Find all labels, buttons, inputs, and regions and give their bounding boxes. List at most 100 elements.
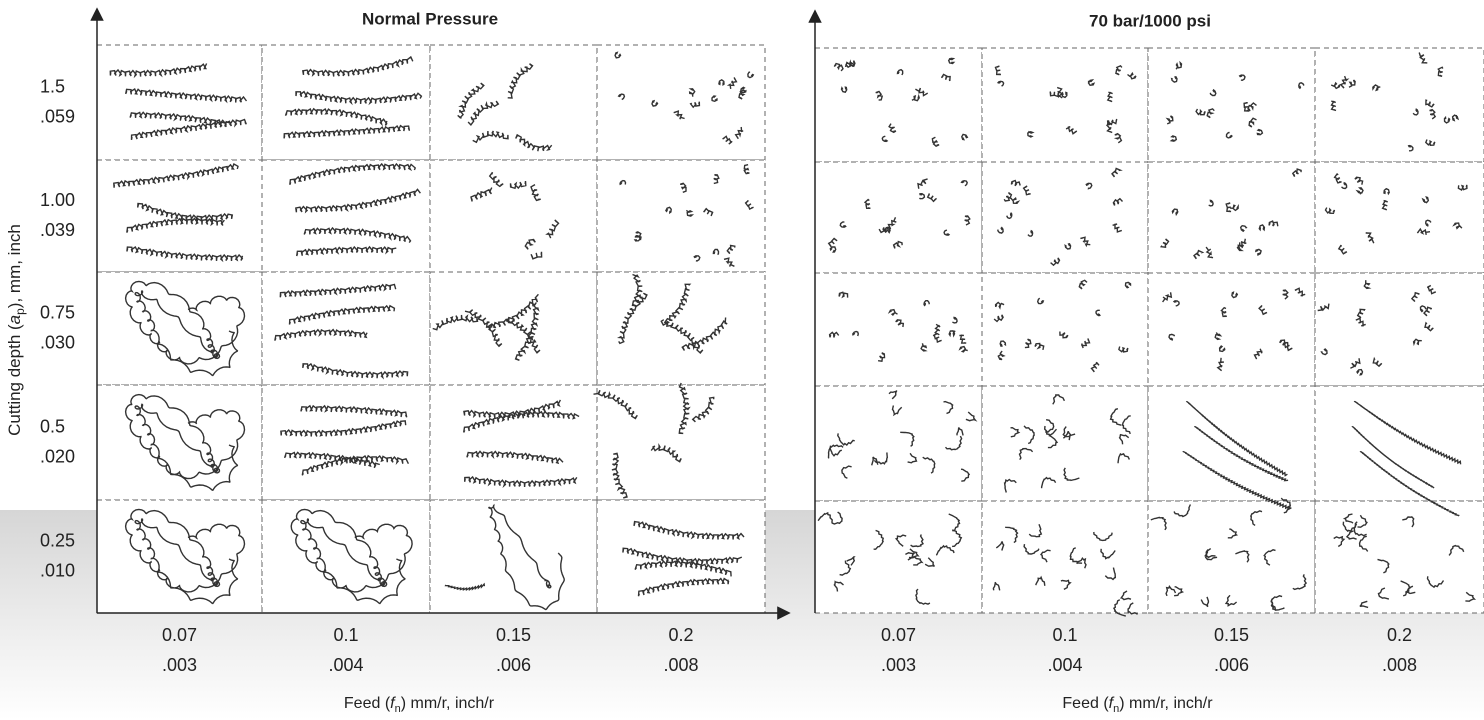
chip [944, 435, 963, 451]
chip [734, 126, 744, 140]
chip [295, 188, 421, 214]
chip [283, 124, 411, 139]
x-tick-label: .006 [1214, 655, 1249, 675]
chip-sample [1150, 497, 1308, 611]
chip [1418, 52, 1428, 64]
title-part: ), mm, inch [5, 224, 24, 308]
chip [1350, 358, 1361, 369]
grid-cell [1147, 47, 1316, 163]
chip [1235, 550, 1250, 563]
chip [958, 345, 968, 353]
chip [109, 63, 208, 79]
chip [1268, 220, 1279, 227]
chip [948, 513, 961, 532]
chip [875, 90, 884, 101]
chip [530, 183, 541, 202]
chip [1425, 99, 1435, 108]
chip-sample [593, 382, 715, 499]
chip [514, 302, 540, 361]
chip [1105, 120, 1113, 134]
chip [1426, 284, 1437, 295]
chip [1294, 287, 1306, 297]
chip [1225, 131, 1233, 139]
chip [300, 404, 408, 418]
chip [1206, 108, 1215, 119]
title-subscript: n [1113, 703, 1119, 715]
chip [1402, 516, 1415, 528]
chip [1365, 232, 1375, 244]
chip [1109, 408, 1122, 426]
grid-cell [596, 499, 766, 614]
chip [871, 456, 879, 466]
chip-sample [992, 524, 1138, 617]
chip [1342, 513, 1354, 524]
y-tick-label: 1.00 [40, 190, 75, 210]
chip [833, 580, 844, 592]
chip [1127, 602, 1138, 615]
chip [124, 508, 246, 605]
chip [679, 182, 687, 193]
chip-sample [290, 508, 413, 605]
chip-sample [827, 390, 978, 482]
chip [611, 452, 628, 499]
chip [1050, 257, 1061, 267]
chip [1356, 308, 1366, 319]
grid-cell [429, 159, 598, 273]
chip [1351, 425, 1435, 489]
chip [711, 95, 718, 103]
chip [1100, 548, 1116, 560]
y-tick-label: .039 [40, 220, 75, 240]
y-tick-label: 0.5 [40, 416, 65, 436]
chip [1036, 297, 1045, 305]
chip [1363, 280, 1372, 290]
x-tick-label: 0.2 [1387, 625, 1412, 645]
chip [1195, 108, 1206, 116]
chip [1443, 115, 1451, 124]
x-axis-title: Feed (fn) mm/r, inch/r [1062, 695, 1213, 715]
chip [691, 396, 715, 423]
chip [1333, 535, 1346, 548]
title-symbol: f [390, 695, 396, 712]
chip [1357, 514, 1368, 528]
x-tick-label: 0.15 [1214, 625, 1249, 645]
chip [1194, 425, 1289, 482]
chip [1353, 521, 1367, 537]
chip [466, 450, 564, 465]
chip [1023, 425, 1035, 445]
y-axis-title: Cutting depth (ap), mm, inch [5, 224, 27, 436]
chip-sample [124, 280, 246, 377]
grid-cell [596, 384, 766, 501]
grid-cell [596, 44, 766, 161]
grid-cell [261, 499, 431, 614]
chip-sample [1160, 168, 1302, 260]
chip [284, 107, 388, 127]
chip [689, 101, 701, 109]
chip [617, 93, 626, 101]
chip [1330, 81, 1341, 90]
chip [1027, 229, 1034, 237]
chip [634, 231, 642, 241]
chip [873, 529, 885, 550]
chip [1080, 236, 1091, 248]
chip [1106, 91, 1113, 103]
chip [839, 221, 847, 228]
title-part: Feed ( [344, 695, 391, 712]
chip [1377, 587, 1390, 600]
chip [487, 293, 539, 330]
grid-cell [261, 384, 431, 501]
chip [1060, 91, 1068, 99]
chip [923, 300, 930, 307]
chip [722, 135, 733, 145]
chip-sample [113, 162, 244, 263]
chip-sample [274, 283, 409, 380]
chip [926, 193, 937, 203]
chip [894, 534, 907, 547]
chip [1270, 595, 1283, 611]
chip [488, 503, 565, 611]
chip-sample [622, 520, 745, 597]
chip [678, 382, 691, 435]
chip [1381, 199, 1388, 211]
chip [651, 99, 659, 107]
chip [713, 174, 720, 185]
chip [279, 283, 397, 298]
